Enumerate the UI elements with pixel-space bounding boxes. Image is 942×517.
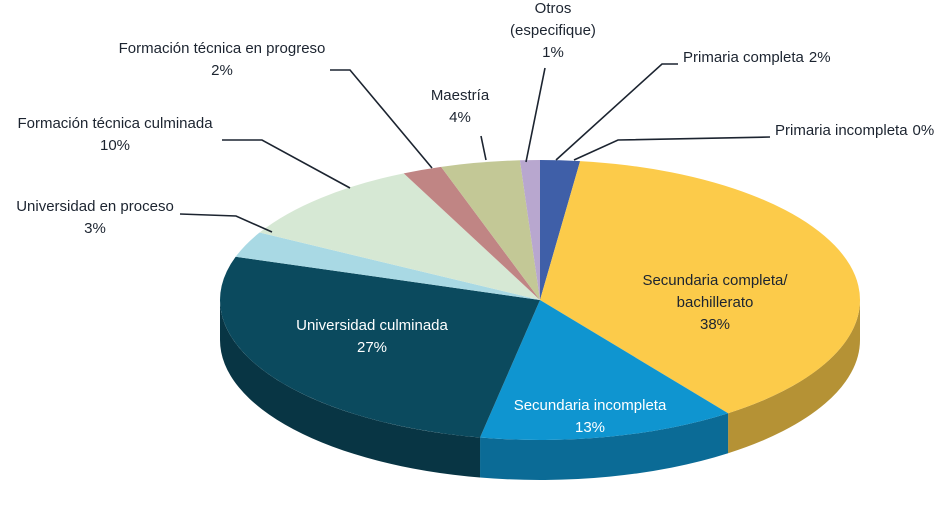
category-label: Secundaria incompleta — [514, 397, 667, 414]
category-label: Secundaria completa/bachillerato — [642, 272, 788, 311]
category-line: Formación técnica culminada — [17, 115, 213, 132]
slice-side — [728, 300, 860, 454]
category-line: Secundaria completa/ — [642, 272, 788, 289]
slice — [540, 160, 581, 300]
category-label: Otros (especifique) — [510, 0, 596, 39]
category-label: Formación técnica culminada — [17, 115, 213, 132]
value-label: 2% — [809, 49, 831, 66]
leader-line — [480, 135, 487, 161]
category-line: Formación técnica en progreso — [119, 40, 326, 57]
category-line: Universidad culminada — [296, 317, 448, 334]
value-label: 0% — [913, 122, 935, 139]
category-label: Maestría — [431, 87, 490, 104]
slice — [480, 300, 729, 440]
category-label: Primaria completa — [683, 49, 805, 66]
category-line: (especifique) — [510, 22, 596, 39]
leader-line — [525, 67, 546, 163]
value-label: 4% — [449, 109, 471, 126]
slice — [540, 161, 861, 414]
value-label: 13% — [575, 419, 605, 436]
category-label: Formación técnica en progreso — [119, 40, 326, 57]
slice — [519, 160, 540, 300]
slice — [403, 166, 540, 300]
category-label: Universidad en proceso — [16, 198, 174, 215]
leader-line — [555, 63, 678, 161]
category-line: Secundaria incompleta — [514, 397, 667, 414]
slice-side — [480, 413, 729, 480]
slice-label: Primaria incompleta 0% — [775, 122, 934, 139]
category-line: Maestría — [431, 87, 490, 104]
leader-line — [222, 139, 351, 189]
category-line: Universidad en proceso — [16, 198, 174, 215]
slice — [441, 160, 540, 300]
category-label: Universidad culminada — [296, 317, 448, 334]
category-line: Otros — [535, 0, 572, 17]
value-label: 1% — [542, 44, 564, 61]
value-label: 2% — [211, 62, 233, 79]
category-label: Primaria incompleta — [775, 122, 908, 139]
value-label: 27% — [357, 339, 387, 356]
leader-line — [330, 69, 433, 169]
slice — [219, 256, 540, 438]
slice — [259, 173, 540, 300]
category-line: bachillerato — [677, 294, 754, 311]
leader-line — [573, 136, 771, 161]
slice-label: Primaria completa 2% — [683, 49, 831, 66]
value-label: 38% — [700, 316, 730, 333]
value-label: 3% — [84, 220, 106, 237]
slice-side — [220, 300, 481, 478]
leader-line — [179, 213, 273, 233]
value-label: 10% — [100, 137, 130, 154]
slice — [235, 232, 540, 300]
